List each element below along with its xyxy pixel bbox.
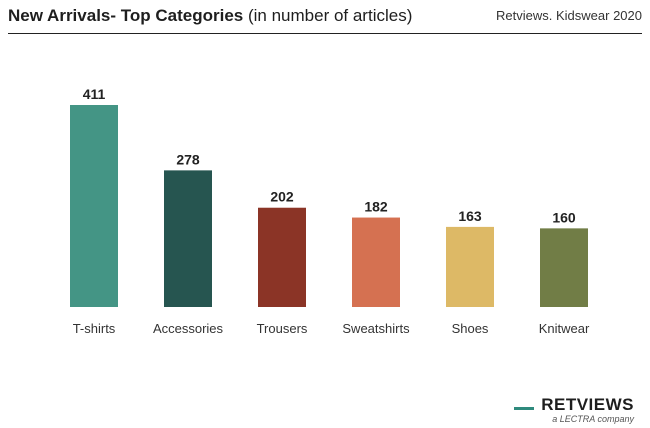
bar-shoes bbox=[446, 226, 494, 307]
data-label-trousers: 202 bbox=[270, 189, 294, 205]
category-label-accessories: Accessories bbox=[153, 321, 224, 336]
category-label-t-shirts: T-shirts bbox=[73, 321, 116, 336]
retviews-logo: RETVIEWS a LECTRA company bbox=[514, 395, 634, 425]
bar-trousers bbox=[258, 207, 306, 307]
category-label-sweatshirts: Sweatshirts bbox=[342, 321, 410, 336]
chart-title-main: New Arrivals- Top Categories bbox=[8, 6, 244, 25]
chart-source: Retviews. Kidswear 2020 bbox=[496, 8, 642, 23]
header-divider bbox=[8, 33, 642, 34]
bar-sweatshirts bbox=[352, 217, 400, 307]
data-label-knitwear: 160 bbox=[552, 209, 576, 225]
data-label-t-shirts: 411 bbox=[83, 86, 106, 102]
chart-title: New Arrivals- Top Categories (in number … bbox=[8, 6, 412, 26]
bar-accessories bbox=[164, 170, 212, 307]
category-label-trousers: Trousers bbox=[257, 321, 308, 336]
data-label-sweatshirts: 182 bbox=[364, 199, 388, 215]
category-label-knitwear: Knitwear bbox=[539, 321, 590, 336]
data-label-accessories: 278 bbox=[176, 151, 200, 167]
category-label-shoes: Shoes bbox=[452, 321, 489, 336]
chart-header: New Arrivals- Top Categories (in number … bbox=[8, 6, 642, 30]
data-label-shoes: 163 bbox=[458, 208, 482, 224]
chart-title-sub: (in number of articles) bbox=[247, 6, 413, 25]
logo-wordmark: RETVIEWS bbox=[541, 395, 634, 414]
bar-knitwear bbox=[540, 228, 588, 307]
logo-accent-mark bbox=[514, 407, 534, 410]
bar-t-shirts bbox=[70, 105, 118, 307]
logo-tagline: a LECTRA company bbox=[552, 414, 634, 424]
